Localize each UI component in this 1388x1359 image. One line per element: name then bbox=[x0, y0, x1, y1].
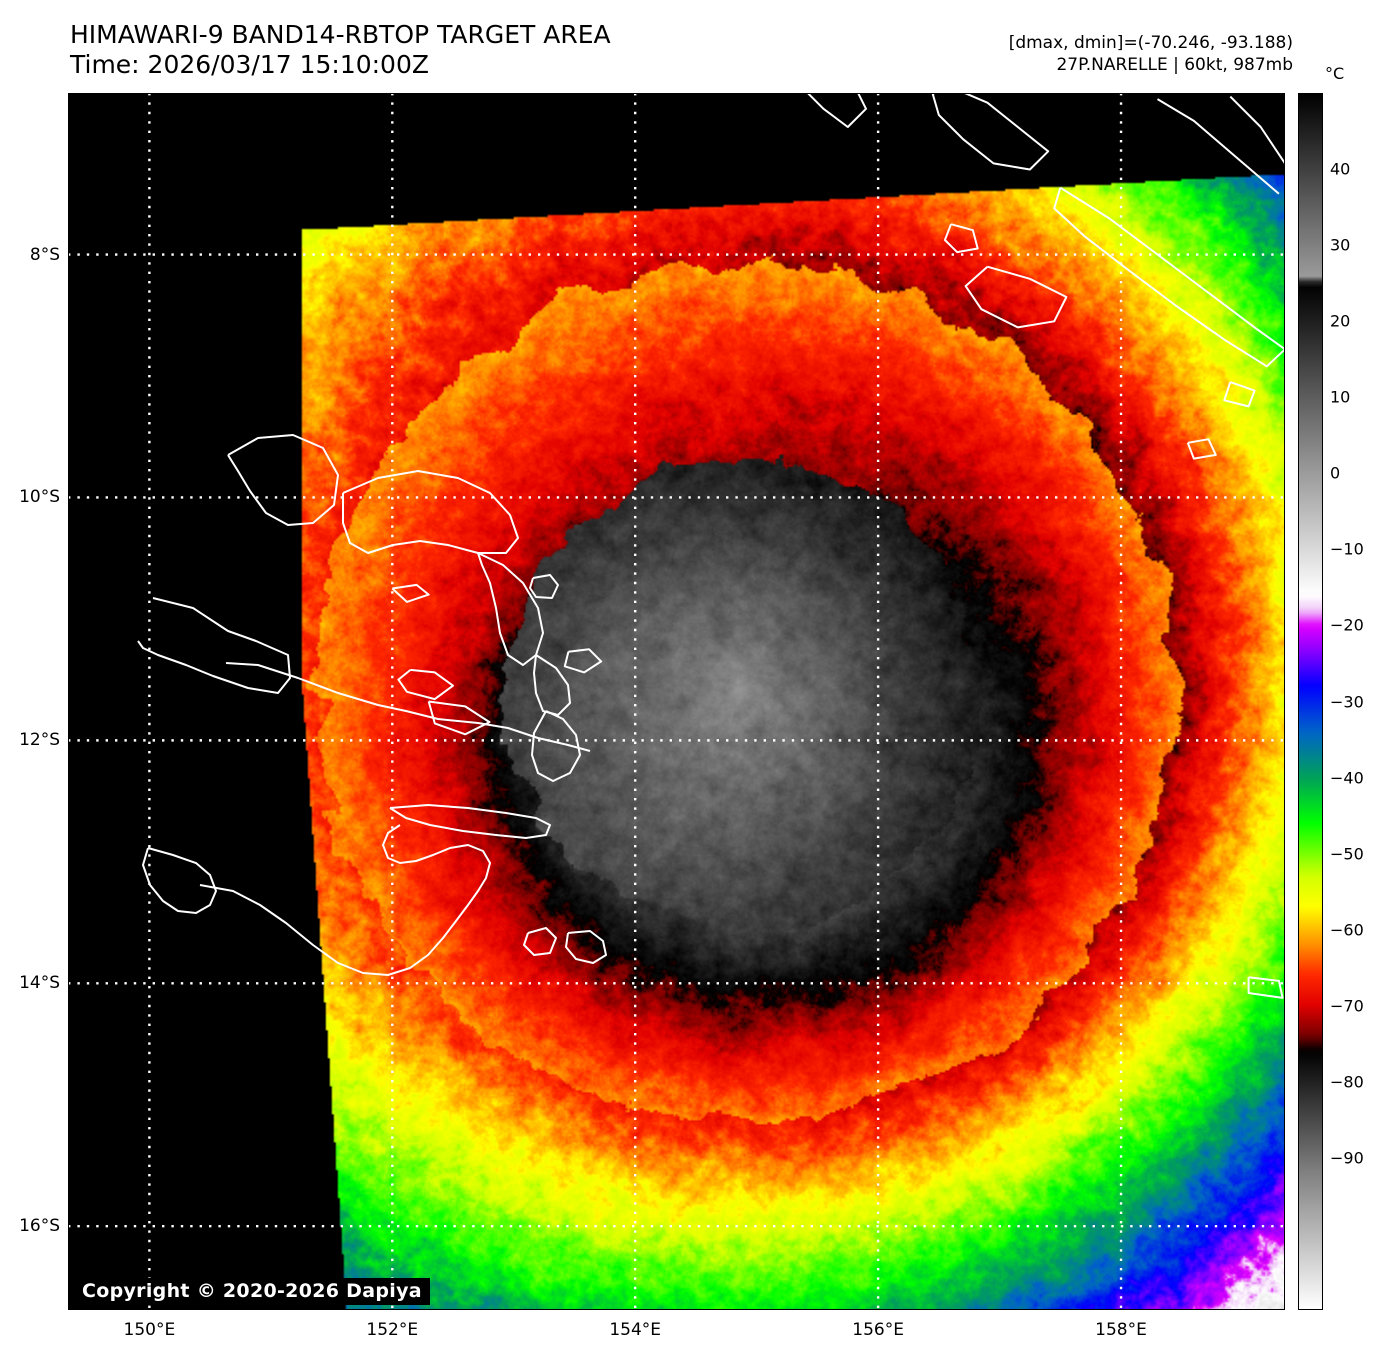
coastline-4 bbox=[943, 223, 979, 254]
colorbar bbox=[1298, 93, 1323, 1310]
colorbar-tick-minus70: −70 bbox=[1330, 996, 1364, 1016]
colorbar-unit-label: °C bbox=[1325, 64, 1345, 83]
colorbar-tick-minus30: −30 bbox=[1330, 692, 1364, 711]
coastline-14 bbox=[1247, 976, 1284, 999]
coastline-archipelago-9 bbox=[199, 824, 491, 976]
colorbar-tick-10: 10 bbox=[1330, 387, 1351, 407]
coastline-archipelago-5 bbox=[533, 654, 571, 716]
lat-tick-14s: 14°S bbox=[19, 973, 60, 994]
lat-tick-10s: 10°S bbox=[19, 487, 60, 508]
coastline-5 bbox=[1223, 381, 1256, 408]
copyright-label: Copyright © 2020-2026 Dapiya bbox=[80, 1278, 430, 1305]
coastline-archipelago-1 bbox=[225, 662, 591, 752]
colorbar-tick-40: 40 bbox=[1330, 159, 1351, 179]
lon-tick-150e: 150°E bbox=[123, 1320, 176, 1340]
lat-tick-16s: 16°S bbox=[19, 1216, 60, 1237]
coastline-archipelago-6 bbox=[529, 574, 559, 599]
coastline-archipelago-10 bbox=[389, 804, 551, 839]
colorbar-tick-30: 30 bbox=[1330, 235, 1351, 255]
coastline-2 bbox=[1053, 186, 1285, 368]
page-title: HIMAWARI-9 BAND14-RBTOP TARGET AREA bbox=[70, 20, 611, 49]
coastline-13 bbox=[1186, 438, 1217, 460]
infrared-brightness-field bbox=[68, 93, 1285, 1310]
coastline-9 bbox=[391, 583, 430, 603]
coastline-archipelago-12 bbox=[565, 930, 607, 964]
timestamp-label: Time: 2026/03/17 15:10:00Z bbox=[70, 50, 429, 79]
colorbar-tick-minus40: −40 bbox=[1330, 768, 1364, 788]
colorbar-tick-minus60: −60 bbox=[1330, 920, 1364, 940]
lon-tick-154e: 154°E bbox=[609, 1320, 662, 1340]
colorbar-tick-minus90: −90 bbox=[1330, 1148, 1364, 1168]
coastline-archipelago-7 bbox=[531, 710, 581, 782]
coastline-archipelago-2 bbox=[227, 434, 339, 526]
colorbar-tick-minus10: −10 bbox=[1330, 539, 1364, 559]
coastline-archipelago-0 bbox=[137, 597, 291, 694]
coastline-10 bbox=[427, 700, 491, 736]
coastline-11 bbox=[1229, 95, 1285, 164]
lat-tick-8s: 8°S bbox=[29, 244, 60, 265]
title-block: HIMAWARI-9 BAND14-RBTOP TARGET AREA Time… bbox=[70, 20, 611, 80]
coastline-12 bbox=[1156, 98, 1280, 195]
colorbar-tick-20: 20 bbox=[1330, 311, 1351, 331]
coastline-archipelago-8 bbox=[142, 847, 217, 914]
lon-tick-152e: 152°E bbox=[366, 1320, 419, 1340]
lat-tick-12s: 12°S bbox=[19, 730, 60, 751]
coastline-0 bbox=[806, 93, 867, 128]
lon-tick-156e: 156°E bbox=[852, 1320, 904, 1340]
coastline-3 bbox=[964, 265, 1068, 329]
coastline-1 bbox=[931, 93, 1050, 171]
coastline-archipelago-3 bbox=[342, 470, 519, 554]
coastline-archipelago-11 bbox=[523, 927, 557, 956]
metadata-block: [dmax, dmin]=(-70.246, -93.188) 27P.NARE… bbox=[1009, 32, 1293, 76]
coastline-7 bbox=[397, 668, 454, 701]
coastline-8 bbox=[563, 648, 603, 674]
storm-info-label: 27P.NARELLE | 60kt, 987mb bbox=[1056, 55, 1293, 75]
lon-tick-158e: 158°E bbox=[1095, 1320, 1147, 1340]
colorbar-tick-minus50: −50 bbox=[1330, 844, 1364, 864]
colorbar-gradient bbox=[1299, 94, 1322, 1309]
map-overlays bbox=[68, 93, 1285, 1310]
coastline-archipelago-4 bbox=[477, 552, 544, 666]
colorbar-tick-0: 0 bbox=[1330, 463, 1341, 483]
dmax-dmin-label: [dmax, dmin]=(-70.246, -93.188) bbox=[1008, 33, 1293, 53]
colorbar-tick-minus80: −80 bbox=[1330, 1072, 1364, 1092]
colorbar-tick-minus20: −20 bbox=[1330, 615, 1364, 635]
satellite-image-plot bbox=[68, 93, 1285, 1310]
